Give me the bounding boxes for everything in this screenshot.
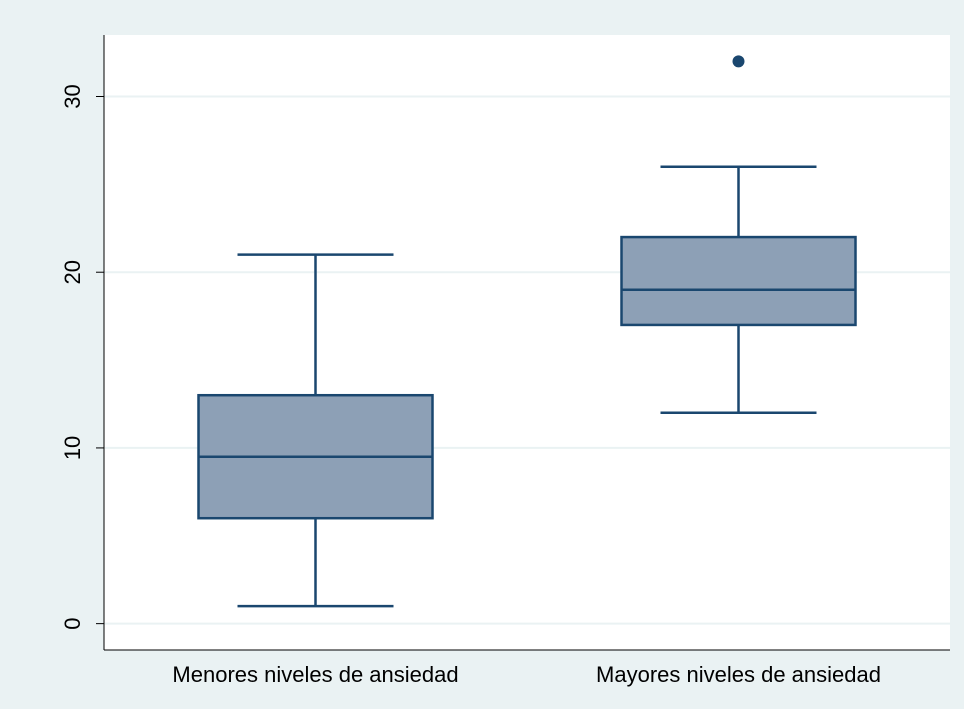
y-tick-label-3: 30 xyxy=(60,84,85,108)
box-group-0 xyxy=(197,253,434,608)
outlier-point-1-0 xyxy=(732,55,745,68)
y-tick-label-0: 0 xyxy=(60,618,85,630)
box-group-1 xyxy=(620,55,857,415)
iqr-box-1 xyxy=(620,235,857,327)
x-category-label-0: Menores niveles de ansiedad xyxy=(172,662,458,687)
y-tick-label-1: 10 xyxy=(60,436,85,460)
plot-area-background xyxy=(104,35,950,650)
y-tick-label-2: 20 xyxy=(60,260,85,284)
y-axis-ticks: 0 10 20 30 xyxy=(60,84,104,630)
x-category-label-1: Mayores niveles de ansiedad xyxy=(596,662,881,687)
axes xyxy=(103,35,950,651)
boxes xyxy=(197,55,857,608)
x-axis-category-labels: Menores niveles de ansiedad Mayores nivel… xyxy=(172,662,881,687)
